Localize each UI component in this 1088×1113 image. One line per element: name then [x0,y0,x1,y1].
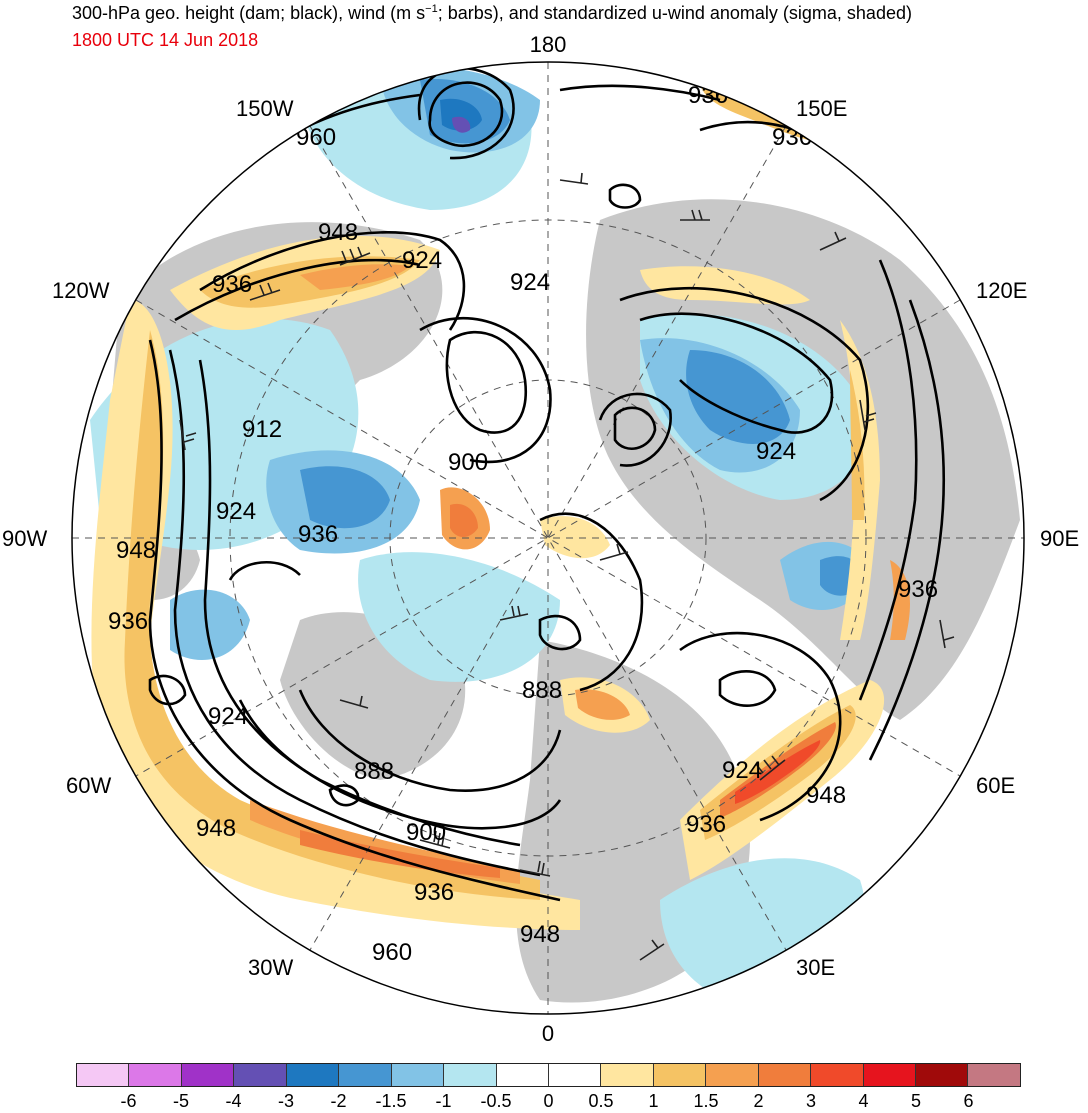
height-label: 936 [298,521,338,548]
colorbar-tick-label: 5 [910,1091,922,1111]
colorbar-box [548,1064,602,1086]
colorbar-box [286,1064,340,1086]
height-label: 948 [196,815,236,842]
height-label: 912 [242,416,282,443]
height-label: 948 [520,921,560,948]
height-label: 924 [722,757,762,784]
colorbar-box [811,1064,864,1086]
height-label: 948 [116,537,156,564]
height-label: 936 [108,608,148,635]
lon-label-120w: 120W [52,278,110,303]
colorbar-tick-label: -4 [225,1091,242,1111]
height-label: 936 [686,811,726,838]
colorbar-box [234,1064,287,1086]
polar-map: 936 936 960 948 924 936 924 912 900 924 … [2,32,1079,1046]
height-label: 900 [406,819,446,846]
lon-label-30e: 30E [796,955,835,980]
lon-label-180: 180 [530,32,567,57]
colorbar-tick-label: -3 [277,1091,295,1111]
lon-label-90w: 90W [2,526,47,551]
colorbar-box [863,1064,916,1086]
colorbar-box [601,1064,654,1086]
lon-label-0: 0 [542,1021,554,1046]
height-label: 960 [372,939,412,966]
colorbar-box [339,1064,392,1086]
lon-label-60e: 60E [976,773,1015,798]
colorbar-box [444,1064,497,1086]
colorbar-box [653,1064,707,1086]
graticule [72,62,1024,1014]
lon-label-60w: 60W [66,773,111,798]
colorbar-tick-label: 0.5 [588,1091,614,1111]
height-label: 924 [756,438,796,465]
map-disk: 936 936 960 948 924 936 924 912 900 924 … [72,62,1024,1014]
lon-label-90e: 90E [1040,526,1079,551]
colorbar-box [758,1064,812,1086]
lon-label-30w: 30W [248,955,293,980]
colorbar-ticks: -6 -5 -4 -3 -2 -1.5 -1 -0.5 0 0.5 1 1.5 2 3 4 5 6 [0,1091,1088,1113]
height-label: 924 [216,498,256,525]
colorbar-tick-label: 1 [648,1091,659,1111]
lon-label-150w: 150W [236,96,294,121]
height-label: 936 [212,271,252,298]
height-label: 888 [354,758,394,785]
colorbar-box [181,1064,235,1086]
colorbar-tick-label: -1 [435,1091,452,1111]
colorbar-tick-label: -0.5 [480,1091,512,1111]
height-label: 936 [414,879,454,906]
longitude-labels: 180 0 90W 90E 150W 150E 120W 120E 60W 60… [2,32,1079,1046]
height-label: 960 [296,124,336,151]
colorbar-tick-label: 3 [805,1091,817,1111]
height-label: 924 [208,703,248,730]
colorbar-tick-label: -2 [330,1091,347,1111]
colorbar-box [706,1064,759,1086]
height-label: 924 [402,247,442,274]
figure-title: 300-hPa geo. height (dam; black), wind (… [72,3,912,23]
lon-label-150e: 150E [796,96,847,121]
colorbar-box [129,1064,182,1086]
colorbar-tick-label: -1.5 [375,1091,407,1111]
colorbar [76,1063,1021,1087]
valid-time: 1800 UTC 14 Jun 2018 [72,30,259,50]
colorbar-tick-label: 0 [543,1091,554,1111]
height-label: 888 [522,677,562,704]
colorbar-box [496,1064,549,1086]
colorbar-box [391,1064,445,1086]
colorbar-tick-label: -5 [172,1091,190,1111]
colorbar-box [968,1064,1020,1086]
height-contours [148,66,946,902]
height-label: 948 [318,219,358,246]
map-boundary [71,61,1025,1015]
colorbar-tick-label: -6 [120,1091,137,1111]
colorbar-box [77,1064,130,1086]
colorbar-tick-label: 4 [858,1091,869,1111]
colorbar-tick-label: 2 [753,1091,764,1111]
height-label: 948 [806,782,846,809]
colorbar-tick-label: 1.5 [693,1091,719,1111]
height-label: 924 [510,269,550,296]
colorbar-box [916,1064,969,1086]
lon-label-120e: 120E [976,278,1027,303]
height-label: 936 [898,576,938,603]
colorbar-tick-label: 6 [963,1091,974,1111]
height-label: 900 [448,449,488,476]
